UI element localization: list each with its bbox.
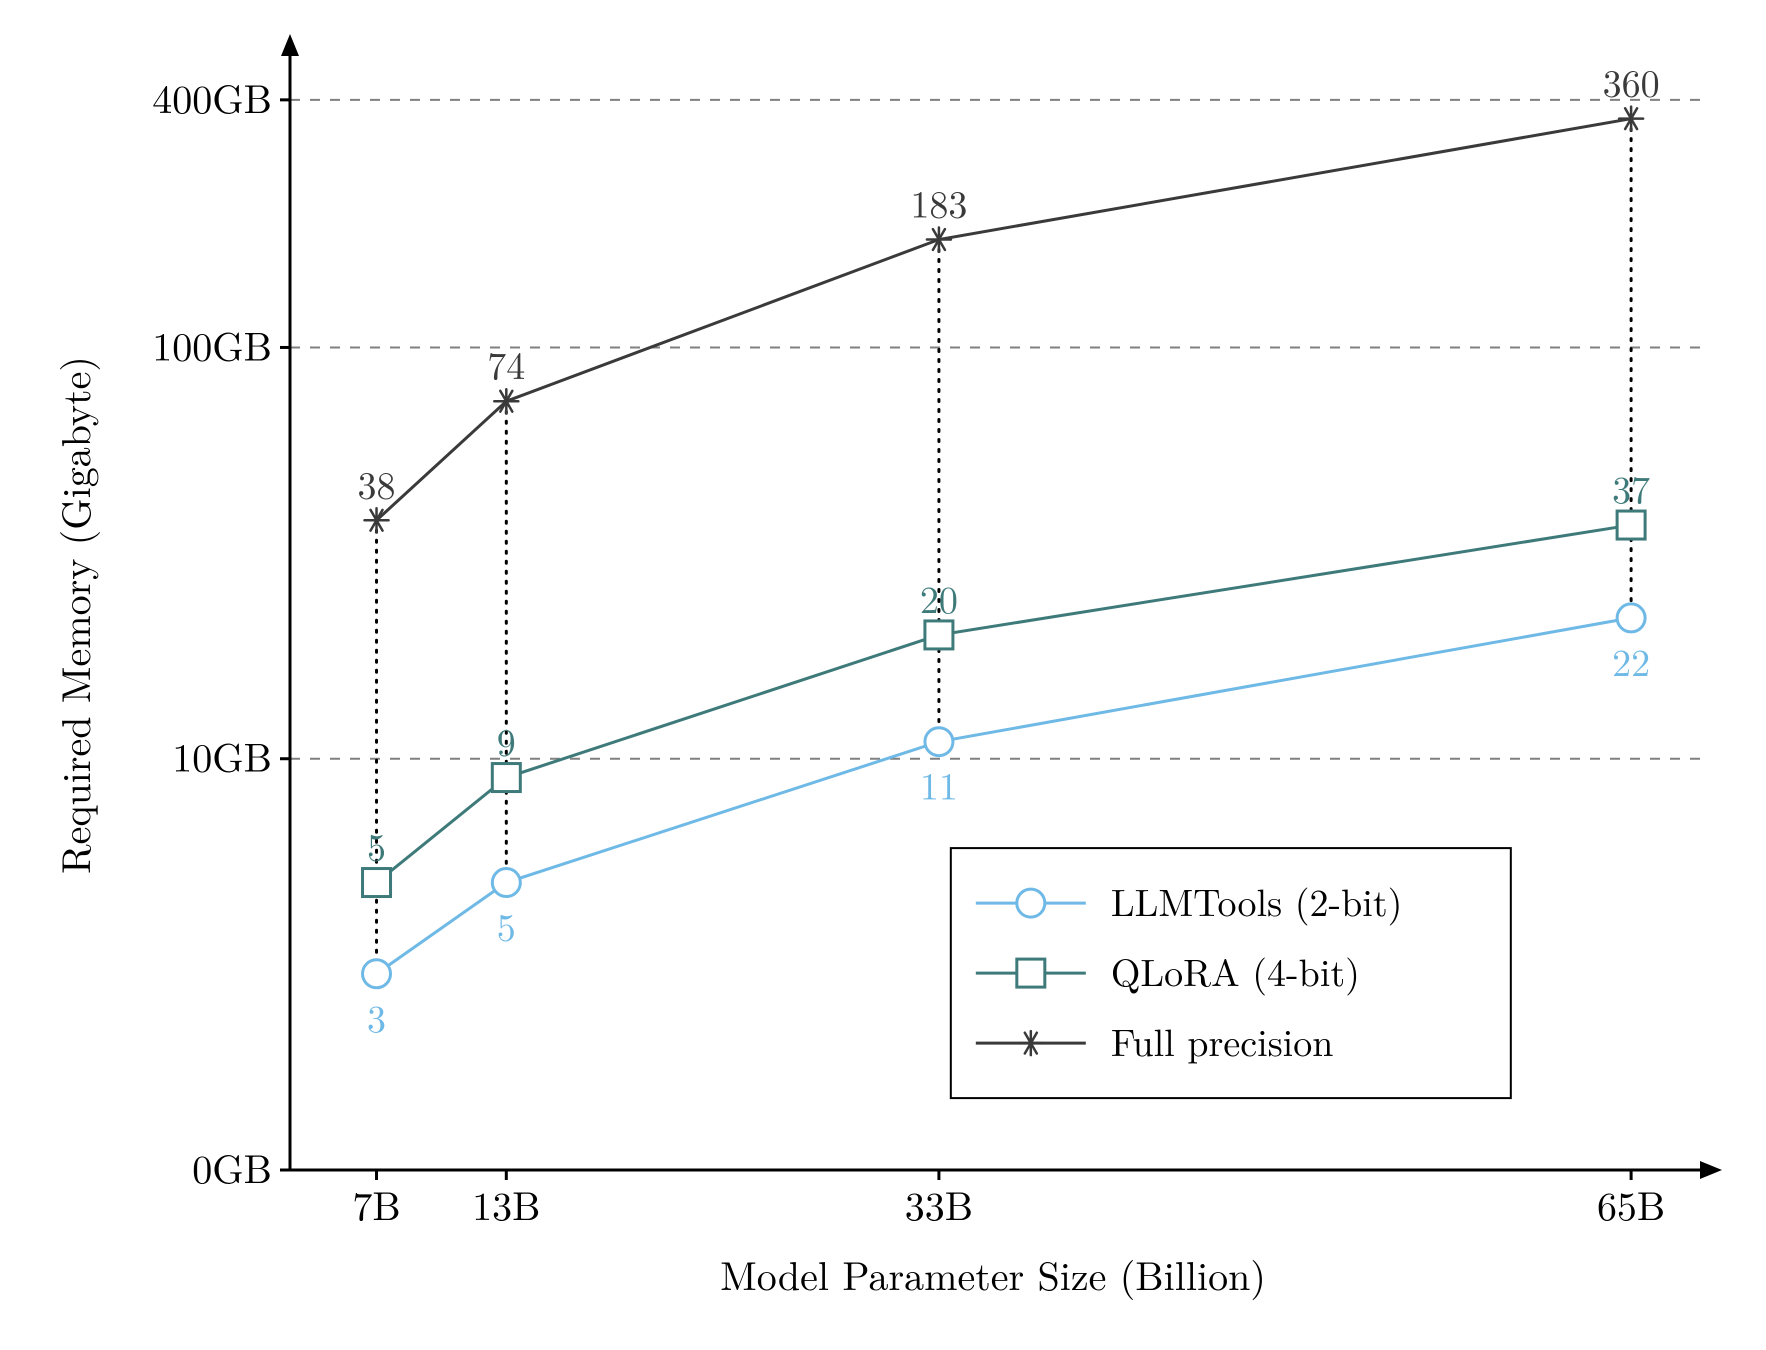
data-label: 360 [1603,55,1660,109]
legend-label: Full precision [1111,1014,1334,1068]
marker-square [1017,959,1045,987]
data-label: 11 [920,758,958,812]
data-label: 37 [1612,461,1650,515]
data-label: 9 [497,714,516,768]
x-tick-label: 33B [905,1175,973,1232]
data-label: 38 [358,456,396,510]
data-label: 5 [367,819,386,873]
x-tick-label: 65B [1597,1175,1665,1232]
marker-square [492,764,520,792]
y-axis-label: Required Memory (Gigabyte) [45,356,102,874]
x-tick-label: 7B [352,1175,400,1232]
legend-label: LLMTools (2-bit) [1111,874,1403,928]
chart-container: 0GB 10GB 100GB 400GB 7B 13B 33B 65B Model Parame… [0,0,1766,1350]
data-label: 5 [497,899,516,953]
data-label: 3 [367,990,386,1044]
y-tick-label: 400GB [152,68,272,125]
x-axis-label: Model Parameter Size (Billion) [720,1245,1266,1302]
legend: LLMTools (2-bit) QLoRA (4-bit) Full precis… [951,848,1511,1098]
marker-circle [1617,604,1645,632]
x-tick-label: 13B [472,1175,540,1232]
data-label: 20 [920,571,958,625]
y-tick-label: 10GB [172,727,272,784]
marker-circle [492,869,520,897]
legend-label: QLoRA (4-bit) [1111,944,1360,998]
marker-square [1617,511,1645,539]
marker-square [363,869,391,897]
data-label: 22 [1612,634,1650,688]
memory-chart: 0GB 10GB 100GB 400GB 7B 13B 33B 65B Model Parame… [0,0,1766,1350]
marker-square [925,621,953,649]
marker-circle [363,960,391,988]
data-label: 74 [487,337,525,391]
data-label: 183 [910,176,967,230]
marker-circle [925,728,953,756]
y-tick-label: 0GB [192,1138,272,1195]
marker-circle [1017,889,1045,917]
y-tick-label: 100GB [152,315,272,372]
